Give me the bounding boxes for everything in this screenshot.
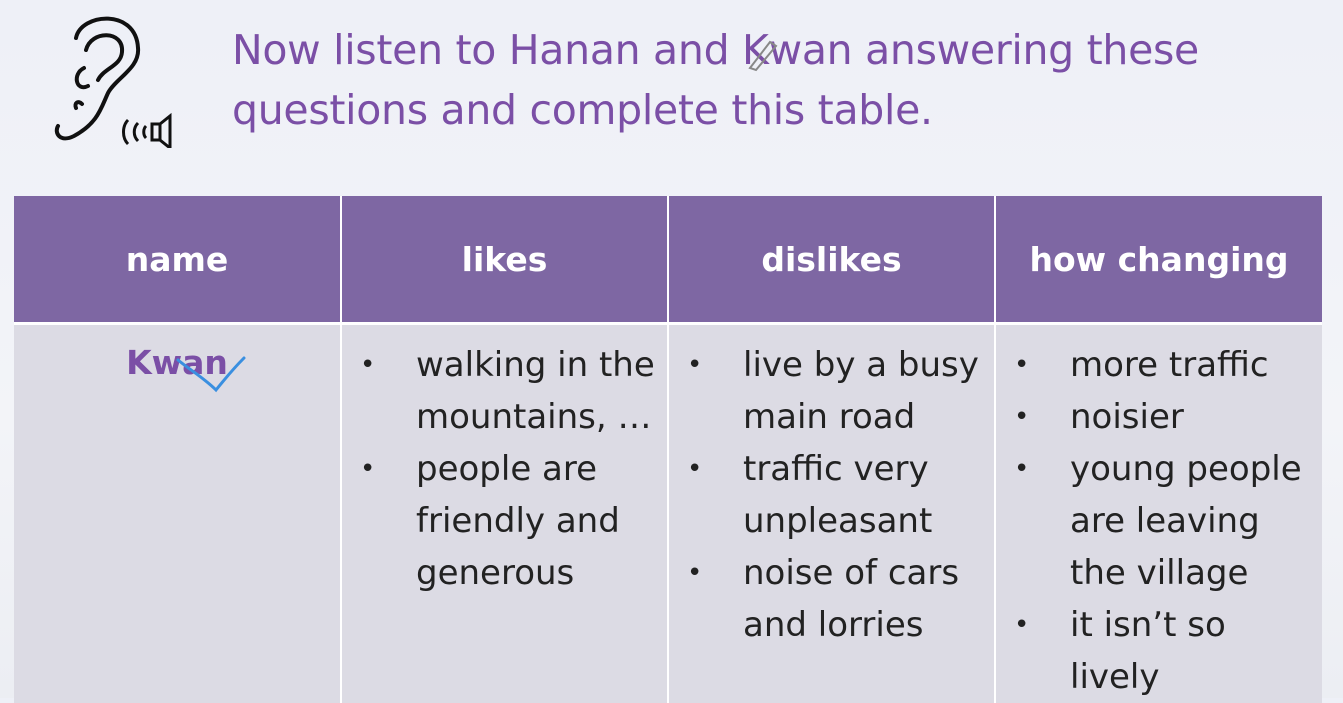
header-how-changing: how changing [995, 196, 1322, 324]
list-item: •walking in the mountains, … [342, 339, 667, 443]
list-item: •young people are leaving the village [996, 443, 1322, 599]
header-dislikes: dislikes [668, 196, 995, 324]
list-item: •it isn’t so lively [996, 599, 1322, 703]
list-item: •more traffic [996, 339, 1322, 391]
how-changing-cell: •more traffic •noisier •young people are… [995, 324, 1322, 703]
pen-annotation-mark [744, 34, 784, 74]
likes-cell: •walking in the mountains, … •people are… [341, 324, 668, 703]
list-item: •traffic very unpleasant [669, 443, 994, 547]
list-item: •noisier [996, 391, 1322, 443]
answer-table: name likes dislikes how changing Kwan •w… [14, 196, 1322, 703]
header-name: name [14, 196, 341, 324]
list-item: •people are friendly and generous [342, 443, 667, 599]
list-item: •live by a busy main road [669, 339, 994, 443]
list-item: •noise of cars and lorries [669, 547, 994, 651]
speaker-icon [124, 116, 171, 148]
dislikes-cell: •live by a busy main road •traffic very … [668, 324, 995, 703]
instruction-line-2: questions and complete this table. [232, 80, 1312, 140]
header-likes: likes [341, 196, 668, 324]
table-header-row: name likes dislikes how changing [14, 196, 1322, 324]
blue-tick-annotation [160, 354, 250, 404]
ear-listening-icon [46, 8, 206, 148]
